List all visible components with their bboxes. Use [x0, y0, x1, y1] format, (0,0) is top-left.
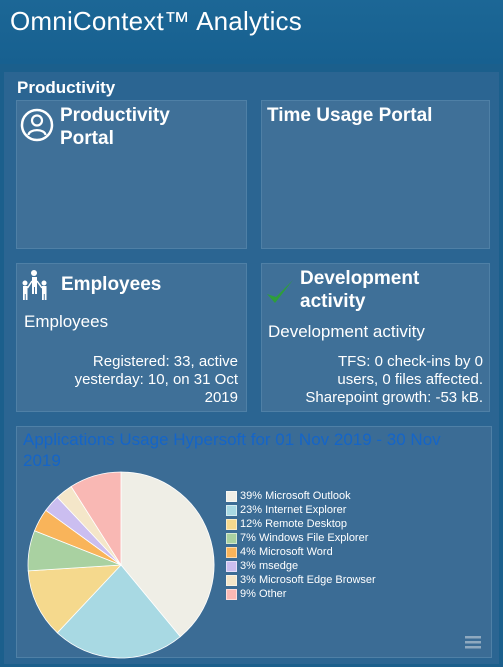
- development-activity-tile[interactable]: Development activity Development activit…: [261, 263, 490, 412]
- employees-tile[interactable]: Employees Employees Registered: 33, acti…: [16, 263, 247, 412]
- pie-slice[interactable]: [70, 471, 122, 567]
- legend-swatch: [226, 504, 237, 516]
- legend-item[interactable]: 9% Other: [226, 587, 376, 601]
- people-group-icon: [22, 270, 47, 300]
- app-title: OmniContext™ Analytics: [10, 6, 302, 36]
- legend-item[interactable]: 3% Microsoft Edge Browser: [226, 573, 376, 587]
- legend-label: 23% Internet Explorer: [240, 504, 347, 516]
- legend-label: 4% Microsoft Word: [240, 546, 333, 558]
- tile-subtitle: Development activity: [268, 322, 425, 341]
- pie-chart: [27, 471, 215, 659]
- legend-swatch: [226, 574, 237, 586]
- legend-item[interactable]: 12% Remote Desktop: [226, 517, 376, 531]
- tile-title: Employees: [61, 274, 162, 295]
- productivity-portal-tile[interactable]: Productivity Portal: [16, 100, 247, 249]
- checkmark-icon: [267, 280, 293, 303]
- tile-subtitle: Employees: [24, 312, 109, 331]
- legend-item[interactable]: 3% msedge: [226, 559, 376, 573]
- app-header: OmniContext™ Analytics: [0, 0, 503, 64]
- legend-swatch: [226, 518, 237, 530]
- pie-slice[interactable]: [120, 471, 215, 638]
- legend-label: 3% msedge: [240, 560, 299, 572]
- legend-item[interactable]: 7% Windows File Explorer: [226, 531, 376, 545]
- legend-swatch: [226, 560, 237, 572]
- pie-slice[interactable]: [27, 564, 122, 634]
- hamburger-menu-icon[interactable]: [465, 636, 481, 649]
- legend-item[interactable]: 39% Microsoft Outlook: [226, 489, 376, 503]
- tile-title: Time Usage Portal: [267, 105, 433, 126]
- pie-slice[interactable]: [56, 564, 181, 659]
- legend-swatch: [226, 546, 237, 558]
- legend-item[interactable]: 4% Microsoft Word: [226, 545, 376, 559]
- user-circle-icon: [20, 108, 54, 142]
- chart-title: Applications Usage Hypersoft for 01 Nov …: [23, 430, 441, 470]
- legend-label: 7% Windows File Explorer: [240, 532, 369, 544]
- legend-label: 9% Other: [240, 588, 287, 600]
- legend-label: 3% Microsoft Edge Browser: [240, 574, 376, 586]
- productivity-section: Productivity Productivity Portal Time Us…: [4, 72, 499, 664]
- section-title: Productivity: [17, 78, 116, 97]
- tile-stat: Registered: 33, active yesterday: 10, on…: [74, 353, 238, 406]
- legend-label: 12% Remote Desktop: [240, 518, 347, 530]
- chart-legend: 39% Microsoft Outlook 23% Internet Explor…: [226, 489, 376, 601]
- legend-label: 39% Microsoft Outlook: [240, 490, 351, 502]
- legend-item[interactable]: 23% Internet Explorer: [226, 503, 376, 517]
- time-usage-portal-tile[interactable]: Time Usage Portal: [261, 100, 490, 249]
- legend-swatch: [226, 588, 237, 600]
- legend-swatch: [226, 490, 237, 502]
- tile-title: Development activity: [300, 268, 420, 312]
- legend-swatch: [226, 532, 237, 544]
- tile-stat: TFS: 0 check-ins by 0 users, 0 files aff…: [305, 353, 483, 406]
- applications-usage-chart-panel: Applications Usage Hypersoft for 01 Nov …: [16, 426, 492, 659]
- tile-title: Productivity Portal: [60, 105, 170, 149]
